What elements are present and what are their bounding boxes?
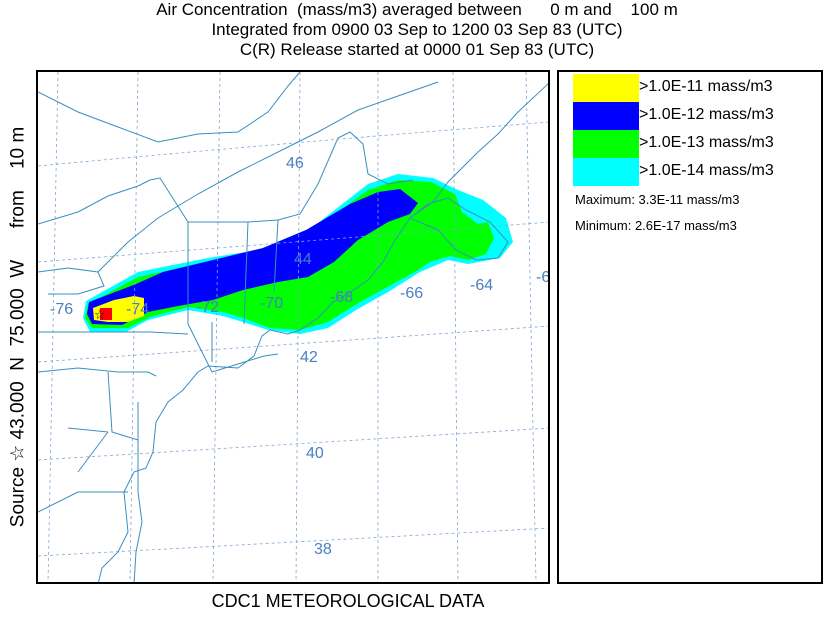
lon-label-70: -70 [260,295,283,312]
chesapeake-bay [133,491,143,582]
lon-line-76 [47,72,59,582]
source-cell-marker [100,308,112,320]
longitude-labels: -76 -74 -72 -70 -68 -66 -64 -62 [50,269,550,318]
legend-swatch-yellow [573,74,639,102]
data-source-caption: CDC1 METEOROLOGICAL DATA [211,591,485,611]
legend-item-1e-11: >1.0E-11 mass/m3 [573,74,813,102]
lon-line-74 [129,72,139,582]
legend-label: >1.0E-13 mass/m3 [639,134,774,151]
source-star-icon: ☆ [94,307,106,322]
legend-label: >1.0E-11 mass/m3 [639,78,773,95]
lon-label-66: -66 [400,285,423,302]
lat-lon-grid [38,72,548,582]
boundaries [38,72,548,582]
latitude-labels: 46 44 42 40 38 [286,155,332,558]
legend-swatch-green [573,130,639,158]
lat-label-44: 44 [294,251,312,268]
lat-label-40: 40 [306,445,324,462]
lake-ontario [38,267,105,295]
maximum-value: Maximum: 3.3E-11 mass/m3 [575,192,740,207]
lon-line-64 [525,72,537,582]
lon-line-66 [452,72,459,582]
title-line-1: Air Concentration (mass/m3) averaged bet… [156,0,678,19]
st-lawrence-river [97,81,439,273]
map-panel: ☆ -76 [36,70,550,584]
minimum-value: Minimum: 2.6E-17 mass/m3 [575,218,737,233]
nova-scotia-coast [409,197,509,261]
state-lines [38,219,279,513]
long-island [211,353,279,373]
legend-item-1e-13: >1.0E-13 mass/m3 [573,130,813,158]
map-canvas: ☆ -76 [38,72,550,582]
title-line-2: Integrated from 0900 03 Sep to 1200 03 S… [211,20,623,39]
title-line-3: C(R) Release started at 0000 01 Sep 83 (… [239,40,595,59]
lon-line-72 [212,72,221,582]
legend-label: >1.0E-14 mass/m3 [639,162,774,179]
lon-label-62: -62 [536,269,550,286]
lon-label-72: -72 [196,299,219,316]
lon-line-70 [295,72,301,582]
legend-item-1e-14: >1.0E-14 mass/m3 [573,158,813,186]
plume-contours: ☆ [83,174,513,334]
lat-label-42: 42 [300,349,318,366]
legend-panel: >1.0E-11 mass/m3 >1.0E-12 mass/m3 >1.0E-… [557,70,823,584]
plume-contour-1e-12 [87,189,418,325]
legend-item-1e-12: >1.0E-12 mass/m3 [573,102,813,130]
lon-label-76: -76 [50,301,73,318]
lat-line-38 [38,527,548,557]
source-location-text: Source ☆ 43.000 N 75.000 W from 10 m [7,126,29,528]
lon-label-68: -68 [330,289,353,306]
legend-swatch-cyan [573,158,639,186]
lat-label-46: 46 [286,155,304,172]
lat-label-38: 38 [314,541,332,558]
lon-label-74: -74 [126,301,149,318]
legend-swatch-blue [573,102,639,130]
lon-label-64: -64 [470,277,493,294]
legend-label: >1.0E-12 mass/m3 [639,106,774,123]
coastline [38,72,548,582]
